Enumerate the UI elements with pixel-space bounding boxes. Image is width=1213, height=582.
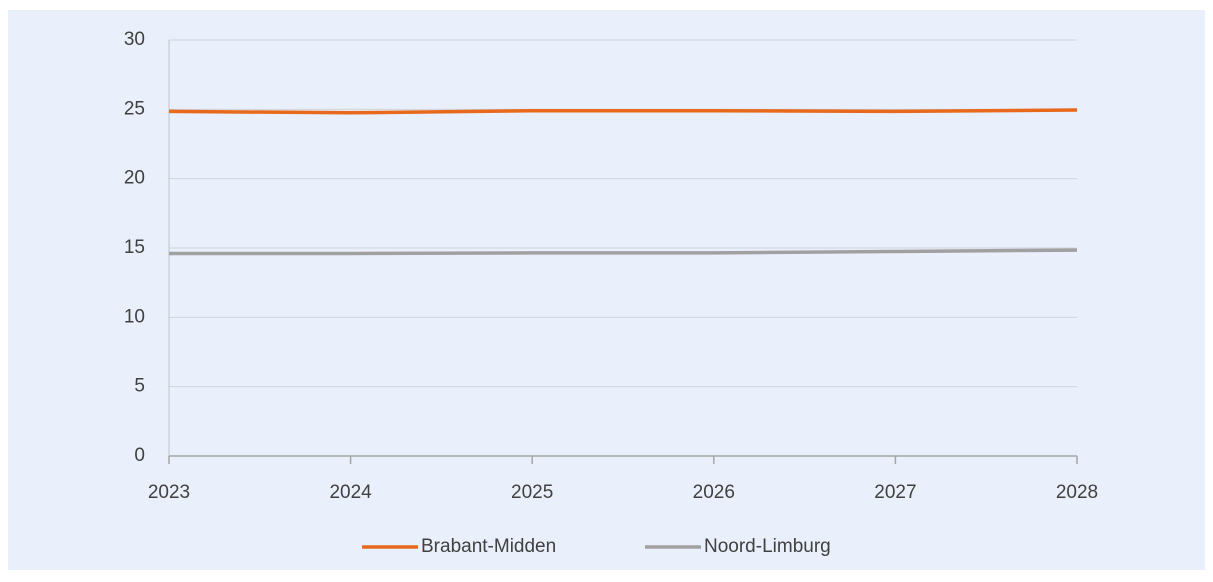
legend-label: Brabant-Midden (421, 536, 556, 557)
chart-background (8, 10, 1205, 570)
y-tick-label: 25 (124, 98, 145, 119)
x-tick-label: 2025 (511, 482, 553, 503)
y-tick-label: 15 (124, 237, 145, 258)
x-tick-label: 2028 (1056, 482, 1098, 503)
y-tick-label: 10 (124, 306, 145, 327)
x-tick-label: 2027 (874, 482, 916, 503)
y-tick-label: 30 (124, 29, 145, 50)
y-tick-label: 20 (124, 168, 145, 189)
y-tick-label: 0 (134, 445, 145, 466)
series-line (169, 248, 1078, 256)
legend-label: Noord-Limburg (704, 536, 831, 557)
series-line (168, 108, 1078, 115)
y-tick-label: 5 (134, 376, 145, 397)
x-tick-label: 2023 (148, 482, 190, 503)
x-tick-label: 2024 (329, 482, 372, 503)
x-tick-label: 2026 (693, 482, 735, 503)
